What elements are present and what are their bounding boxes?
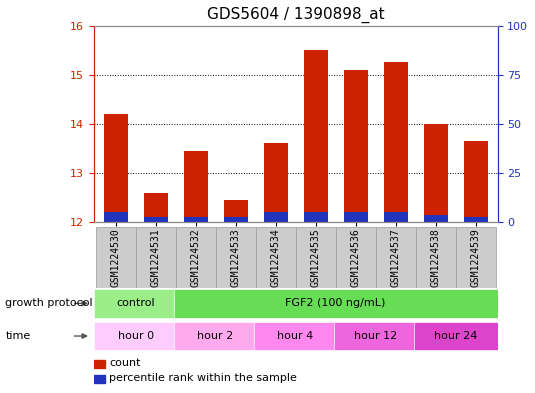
Bar (303, 50, 327, 222)
Text: hour 4: hour 4 (278, 331, 314, 341)
Text: hour 0: hour 0 (118, 331, 154, 341)
Bar (254, 322, 338, 350)
Bar (463, 217, 487, 222)
Text: GSM1224538: GSM1224538 (431, 228, 440, 286)
Bar (264, 212, 288, 222)
Bar (343, 70, 368, 222)
Bar (224, 200, 248, 222)
Bar (224, 217, 248, 222)
Bar (334, 322, 417, 350)
Text: GSM1224536: GSM1224536 (350, 228, 361, 286)
Bar (174, 322, 257, 350)
Text: GSM1224534: GSM1224534 (271, 228, 280, 286)
Text: GSM1224535: GSM1224535 (311, 228, 320, 286)
Bar (174, 289, 498, 318)
Text: GSM1224531: GSM1224531 (151, 228, 160, 286)
Text: hour 24: hour 24 (434, 331, 477, 341)
Bar (264, 143, 288, 222)
Text: GSM1224530: GSM1224530 (111, 228, 120, 286)
Text: percentile rank within the sample: percentile rank within the sample (109, 373, 297, 384)
Bar (143, 193, 167, 222)
Text: FGF2 (100 ng/mL): FGF2 (100 ng/mL) (285, 298, 386, 309)
Text: time: time (5, 331, 30, 341)
Bar (463, 141, 487, 222)
Text: GSM1224532: GSM1224532 (190, 228, 201, 286)
Bar (424, 124, 448, 222)
Text: growth protocol: growth protocol (5, 298, 93, 309)
Bar (135, 227, 175, 288)
Bar (376, 227, 416, 288)
Bar (343, 212, 368, 222)
Bar (184, 151, 208, 222)
Bar (184, 217, 208, 222)
Text: control: control (116, 298, 155, 309)
Bar (216, 227, 256, 288)
Bar (424, 215, 448, 222)
Bar (416, 227, 456, 288)
Bar (295, 227, 335, 288)
Bar (94, 322, 178, 350)
Bar (94, 375, 104, 383)
Text: hour 12: hour 12 (354, 331, 397, 341)
Text: hour 2: hour 2 (197, 331, 234, 341)
Bar (456, 227, 495, 288)
Bar (94, 360, 104, 368)
Text: GSM1224533: GSM1224533 (231, 228, 241, 286)
Bar (94, 289, 178, 318)
Bar (96, 227, 135, 288)
Text: count: count (109, 358, 141, 368)
Title: GDS5604 / 1390898_at: GDS5604 / 1390898_at (207, 7, 385, 23)
Bar (104, 114, 128, 222)
Bar (335, 227, 376, 288)
Bar (175, 227, 216, 288)
Bar (303, 212, 327, 222)
Bar (143, 217, 167, 222)
Bar (104, 212, 128, 222)
Bar (256, 227, 295, 288)
Bar (384, 212, 408, 222)
Text: GSM1224539: GSM1224539 (471, 228, 480, 286)
Bar (384, 62, 408, 222)
Text: GSM1224537: GSM1224537 (391, 228, 401, 286)
Bar (414, 322, 498, 350)
